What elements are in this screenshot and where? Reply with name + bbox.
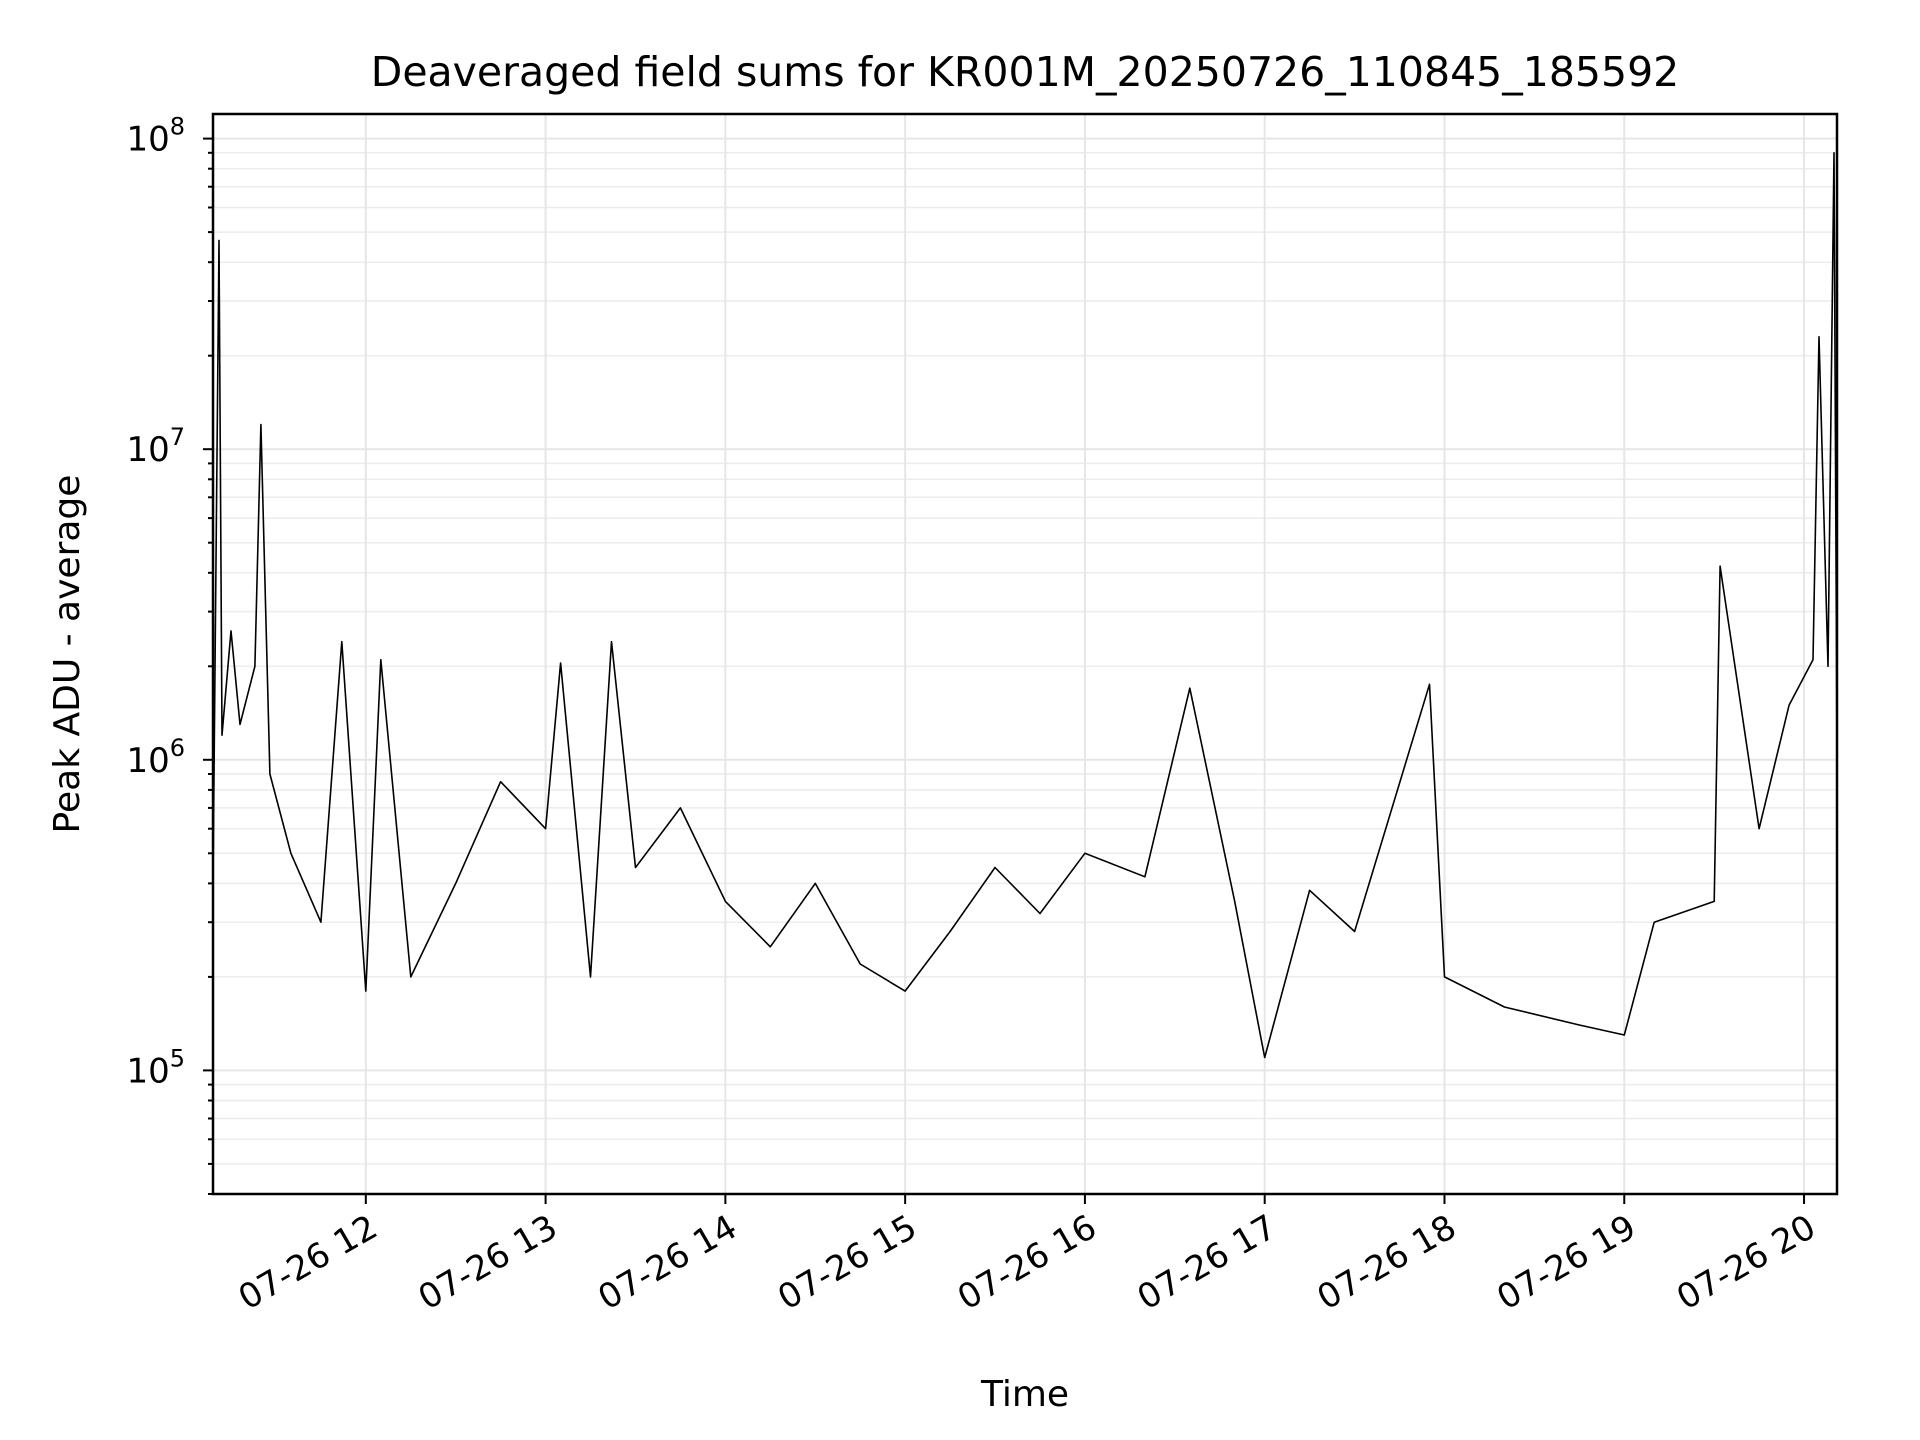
grid-layer	[213, 114, 1837, 1195]
y-tick-label-base: 10	[126, 741, 169, 781]
series-line	[212, 152, 1838, 1059]
y-tick-label: 105	[126, 1044, 185, 1091]
y-axis-label: Peak ADU - average	[47, 475, 88, 834]
y-tick-label-base: 10	[126, 120, 169, 160]
plot-layer	[212, 152, 1838, 1059]
y-tick-label-exponent: 5	[170, 1044, 185, 1072]
y-tick-label-exponent: 8	[170, 113, 185, 141]
y-tick-label-exponent: 7	[170, 423, 185, 451]
y-tick-label-exponent: 6	[170, 734, 185, 762]
y-tick-label: 108	[126, 113, 185, 160]
plot-frame	[211, 112, 1839, 1196]
y-tick-label: 107	[126, 423, 185, 470]
chart-title: Deaveraged field sums for KR001M_2025072…	[371, 48, 1680, 96]
y-tick-label: 106	[126, 734, 185, 781]
x-axis-label: Time	[980, 1374, 1069, 1415]
y-tick-label-base: 10	[126, 430, 169, 470]
y-tick-label-base: 10	[126, 1051, 169, 1091]
